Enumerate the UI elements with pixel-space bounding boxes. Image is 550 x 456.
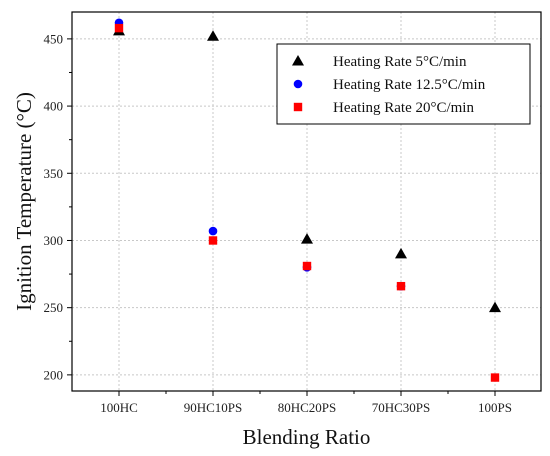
y-tick-label: 450 <box>44 31 64 46</box>
y-axis-title: Ignition Temperature (°C) <box>12 92 36 311</box>
data-point <box>208 236 218 245</box>
data-point <box>396 281 406 291</box>
legend-marker <box>292 55 304 66</box>
y-tick-label: 250 <box>44 300 64 315</box>
y-tick-label: 200 <box>44 367 64 382</box>
data-point <box>302 261 312 271</box>
x-tick-label: 100HC <box>100 400 138 415</box>
series-3 <box>114 23 500 382</box>
x-axis: 100HC 90HC10PS 80HC20PS 70HC30PS 100PS <box>100 391 512 415</box>
data-point <box>301 233 313 244</box>
legend-marker <box>293 102 303 112</box>
x-tick-label: 80HC20PS <box>278 400 337 415</box>
y-tick-label: 300 <box>44 233 64 248</box>
data-point <box>490 373 500 382</box>
x-axis-title: Blending Ratio <box>243 425 371 449</box>
legend-label: Heating Rate 12.5°C/min <box>333 77 486 93</box>
x-tick-label: 70HC30PS <box>372 400 431 415</box>
y-axis: 200 250 300 350 400 450 <box>44 31 72 382</box>
data-points <box>113 18 501 382</box>
data-point <box>395 247 407 259</box>
data-point <box>114 23 124 33</box>
data-point <box>207 30 219 41</box>
y-tick-label: 350 <box>44 166 64 181</box>
legend-marker <box>293 79 303 89</box>
y-tick-label: 400 <box>44 99 64 114</box>
data-point <box>208 226 218 236</box>
grid-lines <box>72 12 541 391</box>
legend-label: Heating Rate 20°C/min <box>333 100 474 116</box>
x-tick-label: 100PS <box>478 400 512 415</box>
x-tick-label: 90HC10PS <box>184 400 243 415</box>
legend-label: Heating Rate 5°C/min <box>333 54 467 70</box>
legend: Heating Rate 5°C/min Heating Rate 12.5°C/… <box>276 43 531 125</box>
legend-box <box>276 43 531 125</box>
data-point <box>489 301 501 313</box>
